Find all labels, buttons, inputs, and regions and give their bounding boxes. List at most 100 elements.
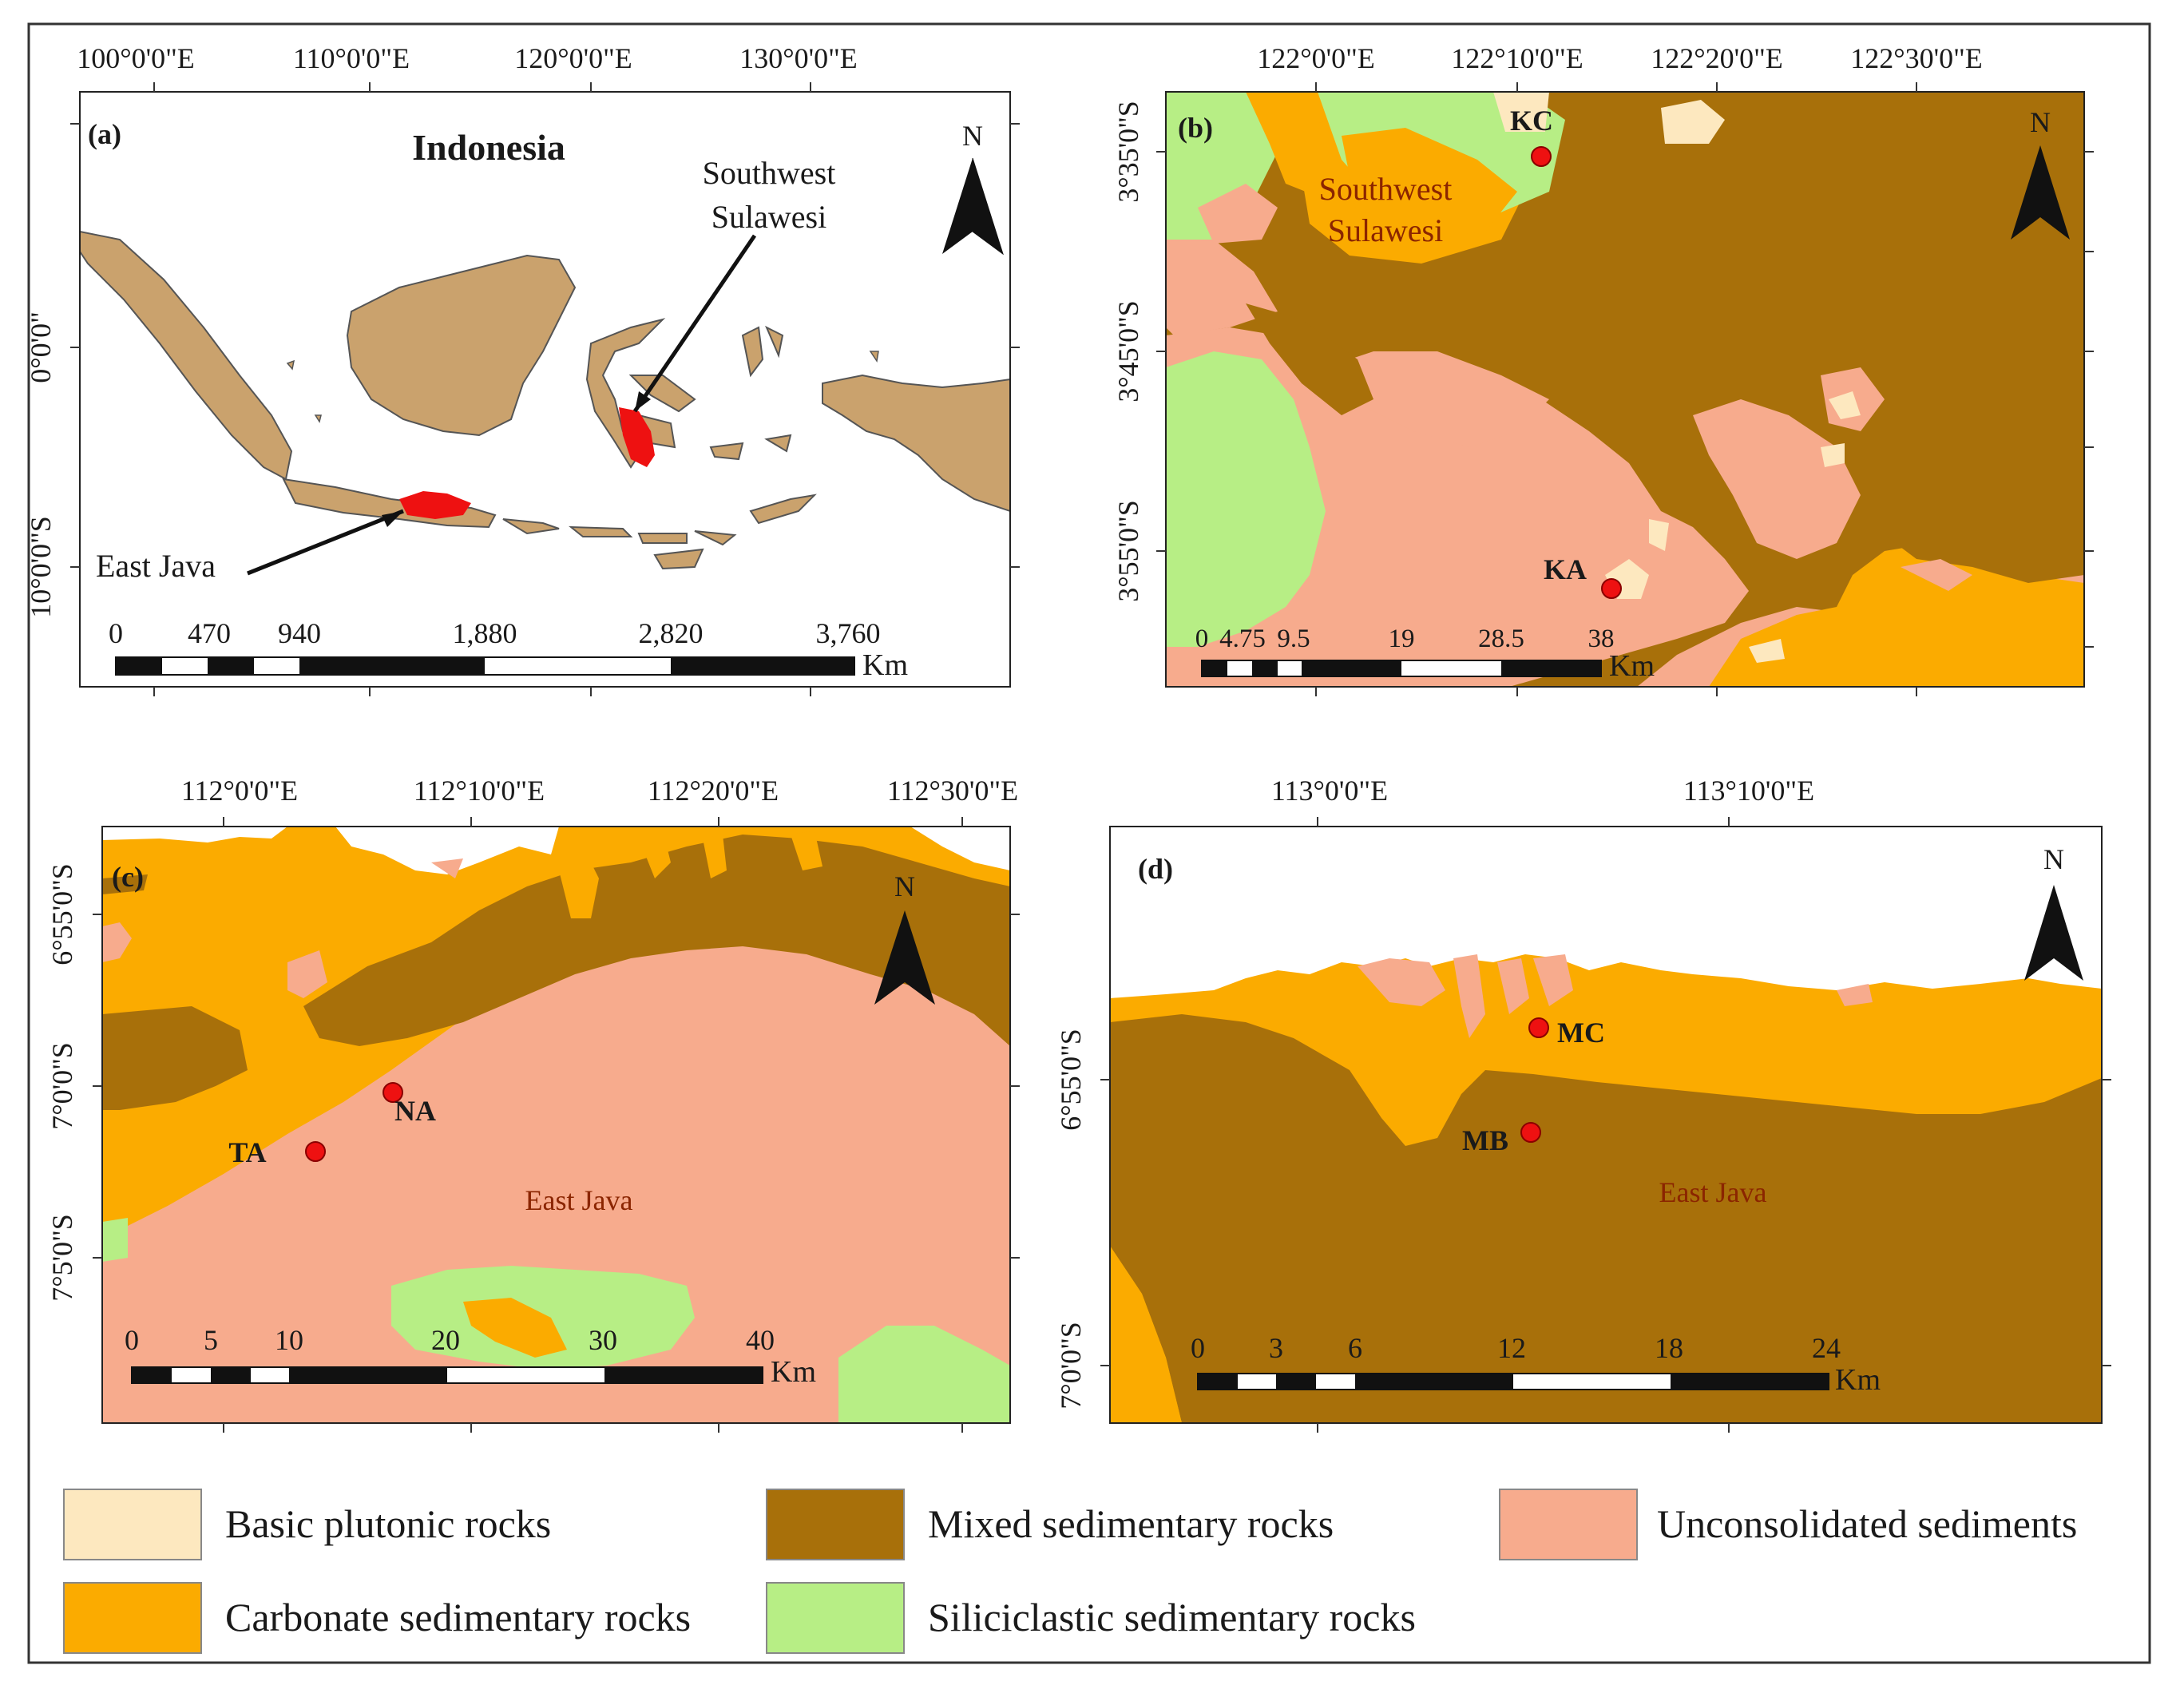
- scale-label: 19: [1389, 624, 1415, 653]
- panel-a-xtick: 100°0'0"E: [77, 42, 195, 74]
- panel-c-xtick: 112°30'0"E: [887, 775, 1018, 807]
- scale-label: 9.5: [1277, 624, 1310, 653]
- panel-c-frame: [101, 826, 1011, 1424]
- panel-b-region: Southwest: [1319, 171, 1453, 207]
- panel-a-label: (a): [88, 118, 121, 150]
- north-label: N: [2030, 106, 2051, 138]
- north-label: N: [962, 120, 983, 152]
- panel-a-title: Indonesia: [412, 127, 565, 168]
- panel-a-xtick: 120°0'0"E: [514, 42, 632, 74]
- scale-unit: Km: [1609, 649, 1655, 683]
- sulawesi-callout: Sulawesi: [711, 199, 826, 235]
- panel-c-label: (c): [112, 861, 144, 893]
- scale-label: 0: [125, 1324, 139, 1356]
- legend-swatch-siliciclastic: [766, 1582, 905, 1654]
- scale-label: 30: [589, 1324, 617, 1356]
- panel-b-ytick: 3°55'0"S: [1112, 500, 1144, 602]
- scale-label: 10: [275, 1324, 303, 1356]
- figure-frame: [27, 22, 2151, 1664]
- legend-swatch-basic-plutonic: [63, 1489, 202, 1560]
- panel-d-scale-bar: [1197, 1373, 1829, 1390]
- legend-swatch-carbonate: [63, 1582, 202, 1654]
- east-java-highlight: [399, 491, 471, 519]
- panel-a-ytick: 10°0'0"S: [25, 516, 57, 618]
- scale-label: 2,820: [639, 617, 704, 649]
- panel-d-geology: [1110, 827, 2102, 1423]
- legend-label: Basic plutonic rocks: [225, 1501, 551, 1546]
- panel-a-ytick: 0°0'0": [25, 311, 57, 383]
- site-marker-mb: [1520, 1122, 1541, 1143]
- scale-unit: Km: [1835, 1363, 1881, 1397]
- site-label-ta: TA: [228, 1136, 266, 1168]
- indonesia-map: [80, 230, 1010, 570]
- scale-label: 4.75: [1219, 624, 1266, 653]
- panel-d-region: East Java: [1659, 1176, 1767, 1208]
- panel-d-xtick: 113°10'0"E: [1683, 775, 1814, 807]
- site-label-kc: KC: [1510, 105, 1553, 137]
- scale-label: 5: [204, 1324, 218, 1356]
- scale-label: 20: [431, 1324, 460, 1356]
- panel-c-geology: [102, 827, 1010, 1423]
- panel-c-xtick: 112°20'0"E: [648, 775, 779, 807]
- panel-b-xtick: 122°0'0"E: [1257, 42, 1375, 74]
- north-label: N: [2043, 843, 2064, 875]
- scale-label: 3,760: [816, 617, 881, 649]
- scale-label: 18: [1655, 1332, 1683, 1364]
- scale-label: 24: [1812, 1332, 1841, 1364]
- site-marker-na: [382, 1082, 403, 1103]
- panel-b-scale-bar: [1201, 660, 1602, 677]
- panel-b-xtick: 122°30'0"E: [1850, 42, 1983, 74]
- site-marker-ta: [305, 1141, 326, 1162]
- scale-label: 38: [1588, 624, 1615, 653]
- panel-b: 122°0'0"E 122°10'0"E 122°20'0"E 122°30'0…: [1112, 42, 2094, 696]
- legend-swatch-unconsolidated: [1499, 1489, 1638, 1560]
- scale-label: 0: [1195, 624, 1209, 653]
- scale-unit: Km: [771, 1355, 816, 1389]
- scale-label: 28.5: [1478, 624, 1524, 653]
- panel-c-xtick: 112°0'0"E: [181, 775, 298, 807]
- panel-c-ytick: 7°5'0"S: [46, 1214, 78, 1302]
- panel-a-scale-bar: [115, 656, 855, 676]
- scale-label: 12: [1497, 1332, 1526, 1364]
- panel-b-ytick: 3°35'0"S: [1112, 101, 1144, 203]
- panel-b-ytick: 3°45'0"S: [1112, 300, 1144, 402]
- panel-d-ytick: 6°55'0"S: [1055, 1029, 1087, 1131]
- panel-d-ytick: 7°0'0"S: [1055, 1322, 1087, 1409]
- scale-label: 3: [1269, 1332, 1283, 1364]
- legend-label: Siliciclastic sedimentary rocks: [928, 1595, 1416, 1639]
- panel-d: 113°0'0"E 113°10'0"E 6°55'0"S 7°0'0"S (d…: [1055, 775, 2111, 1433]
- panel-a-xtick: 130°0'0"E: [739, 42, 858, 74]
- panel-d-label: (d): [1138, 853, 1173, 885]
- panel-b-xtick: 122°10'0"E: [1451, 42, 1583, 74]
- panel-b-frame: [1165, 91, 2085, 688]
- legend-label: Mixed sedimentary rocks: [928, 1501, 1334, 1546]
- sulawesi-callout: Southwest: [703, 155, 836, 191]
- panel-a-xtick: 110°0'0"E: [293, 42, 410, 74]
- panel-c-ytick: 7°0'0"S: [46, 1042, 78, 1130]
- north-arrow-icon: [2011, 145, 2070, 240]
- site-label-mc: MC: [1557, 1017, 1605, 1049]
- panel-d-xtick: 113°0'0"E: [1271, 775, 1388, 807]
- scale-label: 6: [1348, 1332, 1362, 1364]
- east-java-arrow: [247, 509, 404, 576]
- panel-b-label: (b): [1178, 112, 1213, 144]
- site-marker-kc: [1531, 146, 1552, 167]
- scale-label: 1,880: [453, 617, 517, 649]
- site-label-na: NA: [394, 1095, 436, 1127]
- site-marker-ka: [1601, 578, 1622, 599]
- legend: Basic plutonic rocks Mixed sedimentary r…: [63, 1489, 2077, 1654]
- panel-c-xtick: 112°10'0"E: [414, 775, 545, 807]
- panel-a: 100°0'0"E 110°0'0"E 120°0'0"E 130°0'0"E …: [25, 42, 1020, 696]
- panel-b-region: Sulawesi: [1328, 212, 1443, 248]
- scale-label: 470: [188, 617, 231, 649]
- legend-label: Carbonate sedimentary rocks: [225, 1595, 691, 1639]
- east-java-callout: East Java: [96, 548, 216, 584]
- legend-swatch-mixed-sedimentary: [766, 1489, 905, 1560]
- panel-c-scale-bar: [131, 1366, 763, 1384]
- north-arrow-icon: [942, 158, 973, 254]
- site-label-ka: KA: [1544, 553, 1587, 585]
- scale-label: 0: [1191, 1332, 1205, 1364]
- sulawesi-arrow: [632, 234, 757, 413]
- scale-label: 40: [746, 1324, 775, 1356]
